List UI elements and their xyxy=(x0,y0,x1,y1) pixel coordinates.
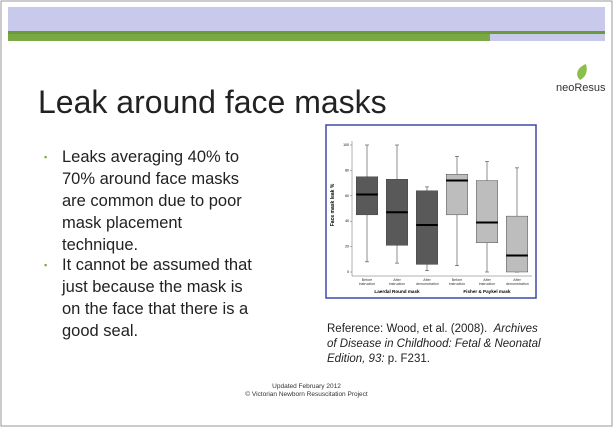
group-label: Fisher & Paykel mask xyxy=(463,289,511,294)
y-tick-label: 100 xyxy=(343,143,349,147)
y-tick-label: 80 xyxy=(345,168,349,172)
reference-journal: Archives of Disease in Childhood: Fetal … xyxy=(327,323,541,365)
y-axis-label: Face mask leak % xyxy=(330,183,336,226)
x-tick-label: Before instruction xyxy=(358,278,376,286)
x-tick-label-box: Before instruction xyxy=(358,278,376,286)
x-tick-label-box: After demonstration xyxy=(506,278,529,286)
slide-title: Leak around face masks xyxy=(38,84,387,120)
box xyxy=(475,180,498,243)
x-tick-label-box: After instruction xyxy=(388,278,406,286)
header-line xyxy=(8,31,605,34)
bullet-text: Leaks averaging 40% to 70% around face m… xyxy=(62,148,242,254)
box xyxy=(445,174,468,216)
logo: neoResus xyxy=(556,82,606,94)
x-tick-label: After demonstration xyxy=(416,278,439,286)
footer-line: Updated February 2012 xyxy=(272,383,341,390)
y-tick-label: 40 xyxy=(345,219,349,223)
header-band xyxy=(8,7,605,31)
x-tick-label: Before instruction xyxy=(448,278,466,286)
reference-lead: Reference: Wood, et al. (2008). xyxy=(327,323,488,335)
group-label: Laerdal Round mask xyxy=(374,289,420,294)
x-tick-label-box: After demonstration xyxy=(416,278,439,286)
bullet: It cannot be assumed that just because t… xyxy=(44,254,259,342)
y-tick-label: 60 xyxy=(345,194,349,198)
x-tick-label: After instruction xyxy=(388,278,406,286)
chart: Face mask leak % 0 20 40 60 80 100 Before inst… xyxy=(330,141,532,294)
box xyxy=(505,215,528,273)
box xyxy=(415,190,438,265)
reference-tail: p. F231. xyxy=(387,353,430,365)
header-lavender-bar xyxy=(490,34,605,41)
box xyxy=(356,176,379,216)
y-tick-label: 0 xyxy=(347,270,349,274)
bullet-text: It cannot be assumed that just because t… xyxy=(62,256,252,340)
reference: Reference: Wood, et al. (2008). Archives… xyxy=(327,322,547,367)
footer: Updated February 2012 © Victorian Newborn… xyxy=(0,383,613,399)
bullet: Leaks averaging 40% to 70% around face m… xyxy=(44,146,259,256)
header-green-bar xyxy=(8,34,490,41)
y-tick-label: 20 xyxy=(345,245,349,249)
logo-leaf xyxy=(577,64,587,80)
x-tick-label: After instruction xyxy=(478,278,496,286)
footer-line: © Victorian Newborn Resuscitation Projec… xyxy=(245,391,368,398)
x-tick-label-box: After instruction xyxy=(478,278,496,286)
x-tick-label: After demonstration xyxy=(506,278,529,286)
x-tick-label-box: Before instruction xyxy=(448,278,466,286)
